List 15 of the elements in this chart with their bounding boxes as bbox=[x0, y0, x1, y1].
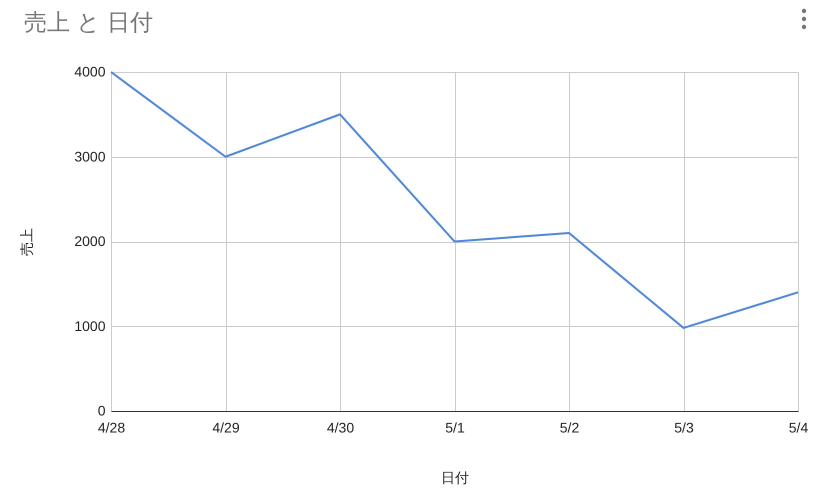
chart-title: 売上 と 日付 bbox=[24, 9, 153, 35]
y-tick-label: 1000 bbox=[74, 318, 106, 334]
x-tick-label: 5/2 bbox=[560, 420, 580, 436]
x-tick-label: 5/4 bbox=[788, 420, 808, 436]
y-axis-title: 売上 bbox=[18, 228, 34, 256]
x-tick-label: 4/30 bbox=[326, 420, 354, 436]
y-tick-label: 4000 bbox=[74, 64, 106, 80]
x-axis-title: 日付 bbox=[441, 470, 469, 486]
x-tick-label: 4/29 bbox=[212, 420, 240, 436]
x-tick-label: 5/3 bbox=[674, 420, 694, 436]
x-tick-label: 4/28 bbox=[98, 420, 126, 436]
y-tick-label: 3000 bbox=[74, 148, 106, 164]
x-tick-label: 5/1 bbox=[445, 420, 465, 436]
y-tick-label: 0 bbox=[98, 402, 106, 418]
y-tick-label: 2000 bbox=[74, 233, 106, 249]
